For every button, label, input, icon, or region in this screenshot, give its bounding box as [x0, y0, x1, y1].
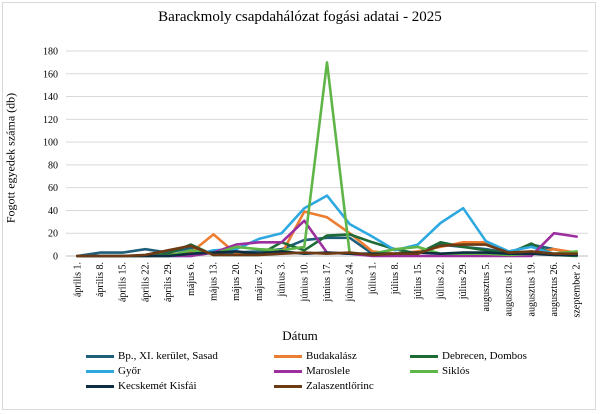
x-tick-label: április 15.: [118, 262, 129, 302]
y-tick-label: 60: [48, 183, 58, 194]
legend-swatch: [274, 369, 302, 373]
legend-swatch: [86, 369, 114, 373]
x-axis-label: Dátum: [282, 328, 318, 343]
x-tick-label: július 22.: [435, 262, 446, 300]
legend-swatch: [274, 354, 302, 358]
y-tick-label: 40: [48, 206, 58, 217]
legend-swatch: [274, 384, 302, 388]
x-tick-label: május 13.: [209, 262, 220, 301]
x-tick-label: augusztus 26.: [549, 262, 560, 316]
x-tick-label: május 20.: [231, 262, 242, 301]
series-line-4: [76, 194, 579, 258]
legend-swatch: [410, 369, 438, 373]
x-tick-label: június 3.: [277, 262, 288, 297]
x-tick-label: június 17.: [322, 262, 333, 302]
chart-frame: [2, 2, 596, 410]
legend-swatch: [86, 384, 114, 388]
legend-label: Zalaszentlőrinc: [306, 380, 374, 392]
y-tick-label: 100: [43, 138, 58, 149]
legend-item: Maroslele: [274, 365, 350, 377]
x-tick-label: május 27.: [254, 262, 265, 301]
legend-item: Budakalász: [274, 350, 357, 362]
x-tick-label: június 10.: [299, 262, 310, 302]
x-tick-label: június 24.: [345, 262, 356, 302]
y-tick-label: 80: [48, 160, 58, 171]
y-tick-label: 20: [48, 229, 58, 240]
legend-label: Siklós: [442, 365, 470, 377]
legend-swatch: [86, 354, 114, 358]
legend-label: Budakalász: [306, 350, 357, 362]
y-tick-label: 140: [43, 92, 58, 103]
series-line-6: [76, 61, 579, 258]
legend-label: Kecskemét Kisfái: [118, 380, 197, 392]
legend-item: Bp., XI. kerület, Sasad: [86, 350, 218, 362]
x-tick-label: augusztus 19.: [526, 262, 537, 316]
x-tick-label: április 8.: [95, 262, 106, 297]
chart-title: Barackmoly csapdahálózat fogási adatai -…: [158, 9, 442, 25]
x-tick-label: május 6.: [186, 262, 197, 296]
x-tick-label: szeptember 2.: [572, 262, 583, 318]
x-tick-label: július 8.: [390, 262, 401, 295]
x-tick-label: július 29.: [458, 262, 469, 300]
legend-item: Zalaszentlőrinc: [274, 380, 374, 392]
legend-item: Győr: [86, 365, 141, 377]
y-tick-label: 120: [43, 115, 58, 126]
legend-item: Debrecen, Dombos: [410, 350, 527, 362]
x-tick-label: július 1.: [367, 262, 378, 295]
x-tick-label: április 1.: [72, 262, 83, 297]
x-tick-label: április 22.: [140, 262, 151, 302]
x-tick-label: július 15.: [413, 262, 424, 300]
legend-item: Siklós: [410, 365, 470, 377]
series-line-8: [76, 243, 579, 258]
y-tick-label: 160: [43, 69, 58, 80]
legend-label: Maroslele: [306, 365, 350, 377]
legend-item: Kecskemét Kisfái: [86, 380, 197, 392]
legend-label: Bp., XI. kerület, Sasad: [118, 350, 218, 362]
y-tick-label: 0: [53, 252, 58, 263]
y-tick-label: 180: [43, 47, 58, 58]
series-line-3: [76, 233, 579, 258]
legend-label: Győr: [118, 365, 141, 377]
x-tick-label: április 29.: [163, 262, 174, 302]
x-tick-label: augusztus 12.: [504, 262, 515, 316]
legend-swatch: [410, 354, 438, 358]
legend-label: Debrecen, Dombos: [442, 350, 527, 362]
x-tick-label: augusztus 5.: [481, 262, 492, 311]
